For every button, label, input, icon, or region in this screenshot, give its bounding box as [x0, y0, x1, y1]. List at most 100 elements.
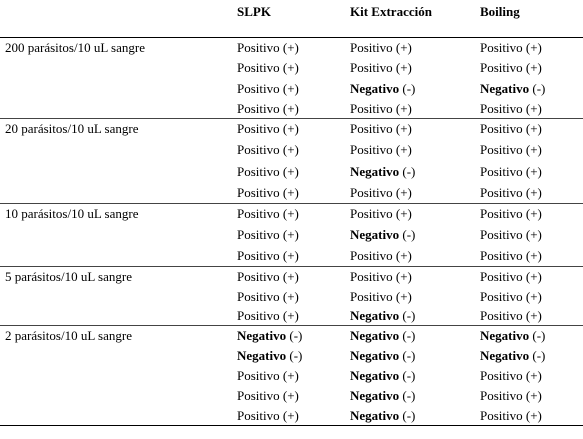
- result-word: Negativo: [350, 408, 400, 423]
- result-sign: (+): [282, 40, 299, 55]
- result-word: Negativo: [350, 163, 400, 179]
- result-sign: (+): [395, 206, 412, 221]
- result-sign: (+): [282, 227, 299, 242]
- result-cell: Negativo (-): [237, 328, 302, 344]
- result-word: Positivo: [480, 184, 523, 200]
- result-sign: (+): [525, 163, 542, 179]
- result-word: Negativo: [350, 80, 400, 96]
- result-word: Positivo: [350, 269, 393, 284]
- result-word: Positivo: [350, 248, 393, 263]
- result-sign: (+): [395, 142, 412, 158]
- result-cell: Positivo (+): [237, 289, 299, 305]
- result-sign: (+): [282, 368, 299, 383]
- result-sign: (+): [525, 408, 542, 423]
- result-cell: Positivo (+): [237, 81, 299, 97]
- result-sign: (+): [395, 288, 412, 304]
- result-sign: (+): [395, 121, 412, 136]
- result-cell: Positivo (+): [237, 408, 299, 424]
- result-word: Negativo: [350, 308, 400, 324]
- result-word: Positivo: [480, 60, 523, 76]
- result-word: Negativo: [237, 348, 287, 363]
- result-cell: Positivo (+): [350, 206, 412, 222]
- result-word: Positivo: [350, 288, 393, 304]
- result-word: Positivo: [480, 388, 523, 403]
- result-sign: (+): [282, 308, 299, 324]
- result-cell: Positivo (+): [480, 248, 542, 264]
- result-cell: Positivo (+): [237, 164, 299, 180]
- result-cell: Negativo (-): [350, 227, 415, 243]
- result-cell: Positivo (+): [237, 269, 299, 285]
- result-cell: Positivo (+): [480, 269, 542, 285]
- result-cell: Negativo (-): [350, 368, 415, 384]
- result-word: Positivo: [350, 100, 393, 116]
- result-word: Positivo: [480, 269, 523, 284]
- result-cell: Positivo (+): [237, 206, 299, 222]
- result-sign: (+): [282, 206, 299, 221]
- result-cell: Negativo (-): [480, 328, 545, 344]
- result-cell: Positivo (+): [237, 60, 299, 76]
- result-cell: Positivo (+): [350, 142, 412, 158]
- result-cell: Positivo (+): [350, 40, 412, 56]
- result-cell: Positivo (+): [480, 308, 542, 324]
- result-sign: (+): [525, 142, 542, 158]
- result-cell: Positivo (+): [480, 185, 542, 201]
- result-word: Positivo: [237, 142, 280, 158]
- result-sign: (+): [525, 248, 542, 263]
- result-word: Positivo: [480, 40, 523, 55]
- result-sign: (+): [282, 60, 299, 76]
- result-cell: Negativo (-): [350, 308, 415, 324]
- result-word: Negativo: [350, 227, 400, 242]
- result-cell: Positivo (+): [237, 142, 299, 158]
- rule: [0, 37, 583, 38]
- result-sign: (+): [282, 121, 299, 136]
- result-sign: (-): [402, 388, 416, 403]
- result-cell: Positivo (+): [350, 101, 412, 117]
- result-sign: (+): [525, 121, 542, 136]
- result-word: Positivo: [237, 206, 280, 221]
- result-sign: (-): [289, 348, 303, 363]
- result-cell: Negativo (-): [480, 81, 545, 97]
- result-sign: (+): [395, 248, 412, 263]
- result-word: Negativo: [237, 328, 287, 343]
- result-word: Negativo: [480, 80, 530, 96]
- result-sign: (+): [282, 408, 299, 423]
- result-sign: (-): [289, 328, 303, 343]
- group-label: 2 parásitos/10 uL sangre: [5, 328, 132, 343]
- result-word: Positivo: [237, 269, 280, 284]
- result-word: Positivo: [480, 121, 523, 136]
- result-sign: (+): [282, 388, 299, 403]
- result-sign: (-): [532, 328, 546, 343]
- result-word: Positivo: [480, 163, 523, 179]
- result-word: Positivo: [237, 100, 280, 116]
- result-sign: (-): [402, 368, 416, 383]
- result-cell: Negativo (-): [237, 348, 302, 364]
- result-cell: Negativo (-): [350, 164, 415, 180]
- result-word: Positivo: [480, 227, 523, 242]
- result-sign: (-): [402, 163, 416, 179]
- result-sign: (-): [402, 308, 416, 324]
- result-cell: Positivo (+): [350, 60, 412, 76]
- result-sign: (-): [402, 80, 416, 96]
- result-sign: (+): [282, 80, 299, 96]
- rule: [0, 203, 583, 204]
- result-cell: Positivo (+): [237, 185, 299, 201]
- result-cell: Positivo (+): [480, 164, 542, 180]
- result-sign: (+): [395, 184, 412, 200]
- result-word: Positivo: [480, 368, 523, 383]
- group-label: 5 parásitos/10 uL sangre: [5, 269, 132, 284]
- result-word: Positivo: [237, 248, 280, 263]
- result-word: Positivo: [237, 163, 280, 179]
- group-label: 20 parásitos/10 uL sangre: [5, 121, 139, 136]
- result-cell: Positivo (+): [237, 40, 299, 56]
- result-sign: (+): [525, 227, 542, 242]
- result-cell: Positivo (+): [237, 121, 299, 137]
- group-label: 10 parásitos/10 uL sangre: [5, 206, 139, 221]
- result-word: Positivo: [480, 408, 523, 423]
- result-sign: (+): [525, 184, 542, 200]
- result-word: Positivo: [237, 227, 280, 242]
- result-cell: Positivo (+): [350, 248, 412, 264]
- result-word: Positivo: [237, 368, 280, 383]
- result-sign: (-): [402, 408, 416, 423]
- result-word: Positivo: [237, 288, 280, 304]
